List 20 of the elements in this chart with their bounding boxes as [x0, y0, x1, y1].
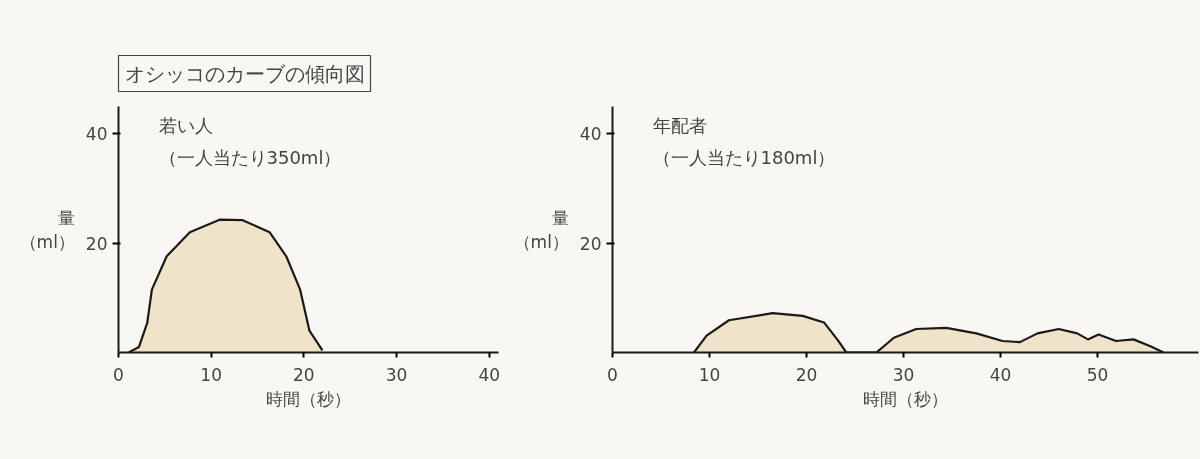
x-tick-label: 40 — [478, 364, 501, 385]
x-tick-label: 40 — [989, 364, 1012, 385]
x-axis-title: 時間（秒） — [863, 388, 948, 409]
text: 年配者 — [652, 114, 707, 136]
x-tick-label: 30 — [385, 364, 408, 385]
x-tick-label: 20 — [293, 364, 315, 385]
y-axis-title: 量（ml） — [19, 207, 75, 252]
x-tick-label: 0 — [607, 364, 618, 385]
x-tick-label: 50 — [1086, 364, 1109, 385]
annotation: （一人当たり180ml） — [652, 146, 836, 168]
x-tick-label: 30 — [892, 364, 915, 385]
x-tick-label: 20 — [795, 364, 818, 385]
x-axis-title: 時間（秒） — [266, 388, 351, 409]
x-tick-label: 10 — [698, 364, 721, 385]
chart-title: オシッコのカーブの傾向図 — [124, 61, 365, 86]
x-tick-label: 0 — [113, 364, 124, 385]
text: 若い人 — [158, 114, 213, 136]
y-axis-title: 量（ml） — [513, 207, 569, 252]
annotation: （一人当たり350ml） — [158, 146, 342, 168]
x-tick-label: 10 — [200, 364, 223, 385]
